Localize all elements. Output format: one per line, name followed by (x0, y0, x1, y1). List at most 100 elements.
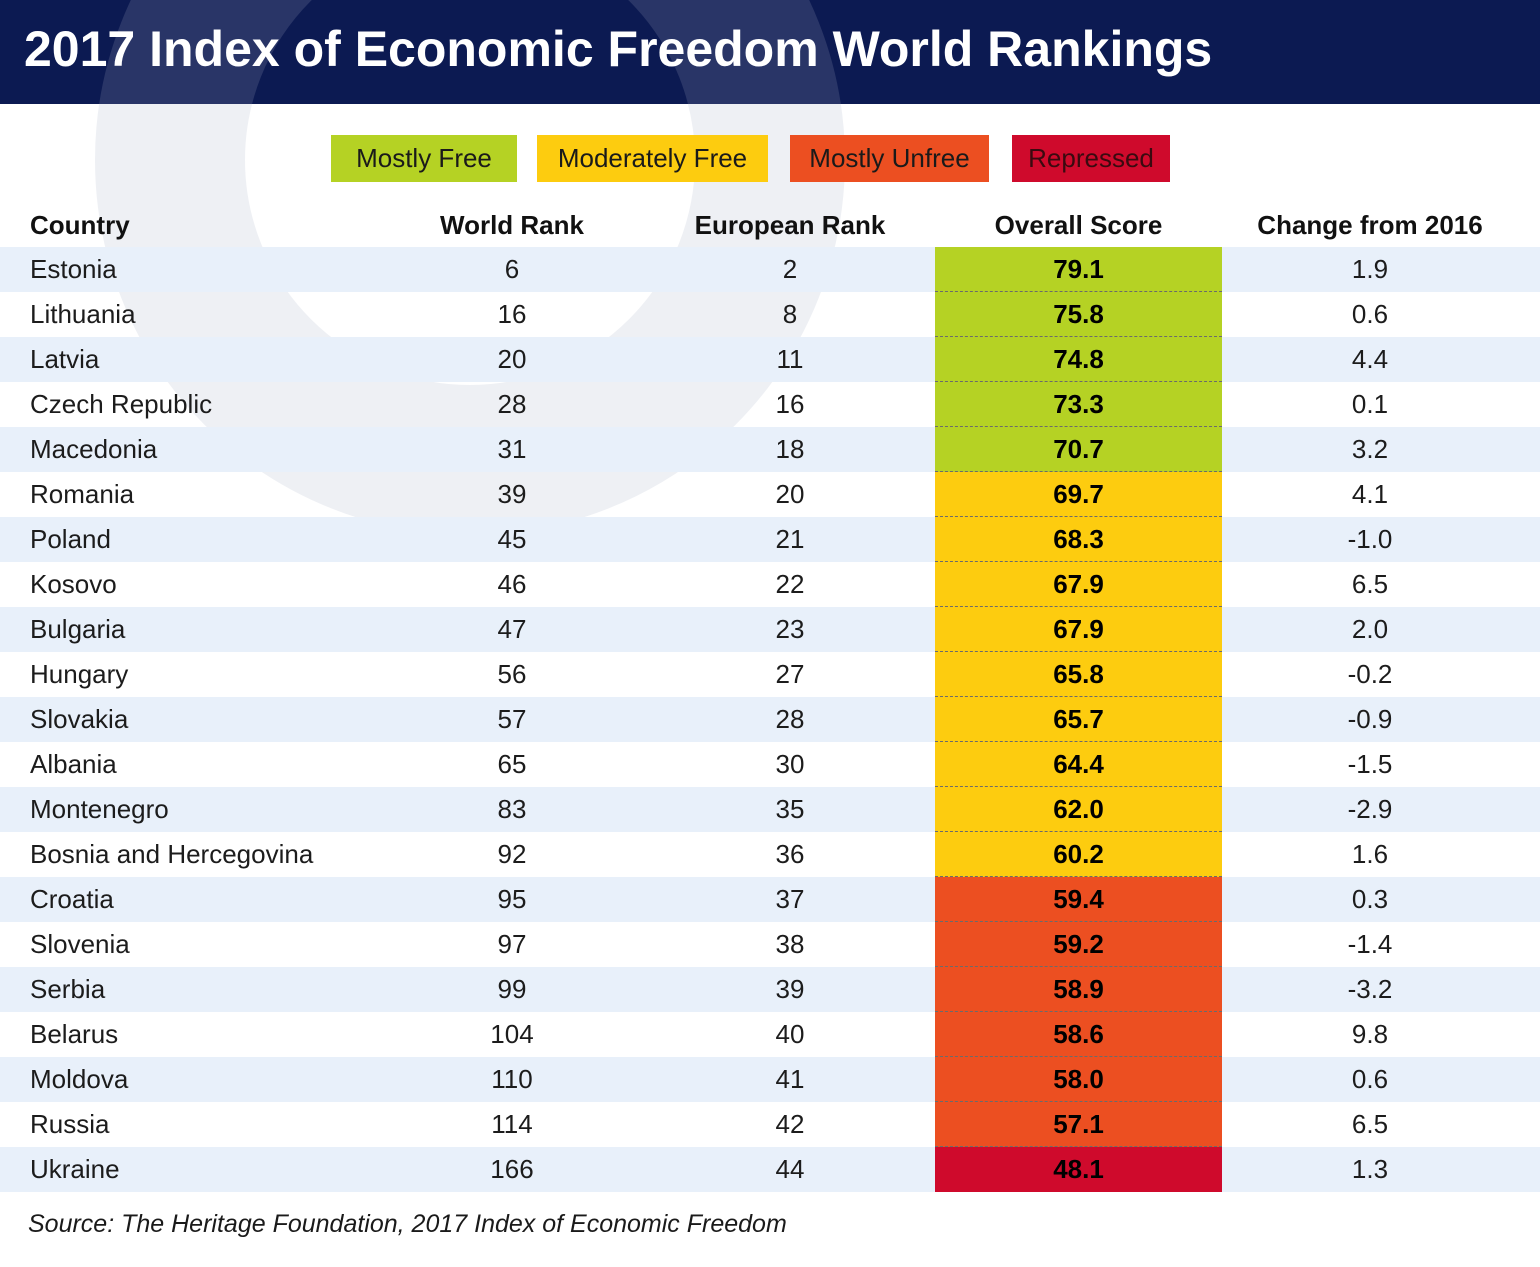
change-cell: -3.2 (1347, 974, 1393, 1004)
european-rank-cell: 36 (775, 839, 805, 869)
table-row: Romania 39 20 69.7 4.1 (0, 472, 1540, 517)
country-cell: Bulgaria (30, 614, 126, 644)
overall-score-cell: 69.7 (935, 472, 1222, 517)
overall-score-cell: 79.1 (935, 247, 1222, 292)
country-cell: Moldova (30, 1064, 129, 1094)
world-rank-cell: 39 (497, 479, 527, 509)
change-cell: 6.5 (1351, 1109, 1389, 1139)
world-rank-cell: 92 (497, 839, 527, 869)
page-title: 2017 Index of Economic Freedom World Ran… (24, 21, 1213, 77)
rankings-table: Country World Rank European Rank Overall… (0, 200, 1540, 1192)
change-cell: 2.0 (1351, 614, 1389, 644)
change-cell: -0.2 (1347, 659, 1393, 689)
european-rank-cell: 18 (775, 434, 805, 464)
change-cell: -0.9 (1347, 704, 1393, 734)
world-rank-cell: 65 (497, 749, 527, 779)
table-row: Czech Republic 28 16 73.3 0.1 (0, 382, 1540, 427)
country-cell: Serbia (30, 974, 106, 1004)
european-rank-cell: 11 (776, 344, 804, 374)
overall-score-cell: 58.6 (935, 1012, 1222, 1057)
header-change: Change from 2016 (1257, 210, 1483, 240)
overall-score-cell: 75.8 (935, 292, 1222, 337)
change-cell: -1.0 (1347, 524, 1393, 554)
overall-score-cell: 48.1 (935, 1147, 1222, 1192)
world-rank-cell: 56 (497, 659, 527, 689)
legend-mostly-unfree: Mostly Unfree (790, 135, 989, 182)
overall-score-cell: 67.9 (935, 562, 1222, 607)
title-banner: 2017 Index of Economic Freedom World Ran… (0, 0, 1540, 104)
country-cell: Montenegro (30, 794, 169, 824)
change-cell: -2.9 (1347, 794, 1393, 824)
country-cell: Croatia (30, 884, 114, 914)
change-cell: 4.1 (1351, 479, 1389, 509)
table-row: Slovakia 57 28 65.7 -0.9 (0, 697, 1540, 742)
country-cell: Romania (30, 479, 135, 509)
country-cell: Estonia (30, 254, 117, 284)
world-rank-cell: 104 (490, 1019, 534, 1049)
overall-score-cell: 59.2 (935, 922, 1222, 967)
table-row: Kosovo 46 22 67.9 6.5 (0, 562, 1540, 607)
overall-score-cell: 57.1 (935, 1102, 1222, 1147)
table-row: Latvia 20 11 74.8 4.4 (0, 337, 1540, 382)
change-cell: 1.9 (1351, 254, 1389, 284)
european-rank-cell: 39 (775, 974, 805, 1004)
european-rank-cell: 30 (775, 749, 805, 779)
change-cell: 0.6 (1351, 1064, 1389, 1094)
overall-score-cell: 64.4 (935, 742, 1222, 787)
european-rank-cell: 28 (775, 704, 805, 734)
table-row: Poland 45 21 68.3 -1.0 (0, 517, 1540, 562)
european-rank-cell: 41 (775, 1064, 805, 1094)
overall-score-cell: 60.2 (935, 832, 1222, 877)
overall-score-cell: 68.3 (935, 517, 1222, 562)
table-body: Estonia 6 2 79.1 1.9 Lithuania 16 8 75.8 0.6 Latvi… (0, 247, 1540, 1192)
european-rank-cell: 27 (775, 659, 805, 689)
country-cell: Hungary (30, 659, 129, 689)
table-row: Serbia 99 39 58.9 -3.2 (0, 967, 1540, 1012)
change-cell: 0.1 (1351, 389, 1389, 419)
world-rank-cell: 97 (497, 929, 527, 959)
table-row: Belarus 104 40 58.6 9.8 (0, 1012, 1540, 1057)
european-rank-cell: 42 (775, 1109, 805, 1139)
overall-score-cell: 62.0 (935, 787, 1222, 832)
header-overall-score: Overall Score (994, 210, 1163, 240)
country-cell: Russia (30, 1109, 110, 1139)
table-row: Macedonia 31 18 70.7 3.2 (0, 427, 1540, 472)
table-row: Bulgaria 47 23 67.9 2.0 (0, 607, 1540, 652)
change-cell: 0.3 (1351, 884, 1389, 914)
world-rank-cell: 16 (497, 299, 527, 329)
source-note: Source: The Heritage Foundation, 2017 In… (28, 1210, 787, 1238)
world-rank-cell: 20 (497, 344, 527, 374)
overall-score-cell: 74.8 (935, 337, 1222, 382)
overall-score-cell: 65.7 (935, 697, 1222, 742)
table-row: Montenegro 83 35 62.0 -2.9 (0, 787, 1540, 832)
table-row: Croatia 95 37 59.4 0.3 (0, 877, 1540, 922)
country-cell: Bosnia and Hercegovina (30, 839, 314, 869)
change-cell: -1.4 (1347, 929, 1393, 959)
world-rank-cell: 31 (497, 434, 527, 464)
country-cell: Macedonia (30, 434, 158, 464)
country-cell: Slovakia (30, 704, 129, 734)
change-cell: -1.5 (1347, 749, 1393, 779)
table-row: Bosnia and Hercegovina 92 36 60.2 1.6 (0, 832, 1540, 877)
world-rank-cell: 6 (504, 254, 520, 284)
table-row: Russia 114 42 57.1 6.5 (0, 1102, 1540, 1147)
overall-score-cell: 58.9 (935, 967, 1222, 1012)
european-rank-cell: 38 (775, 929, 805, 959)
country-cell: Czech Republic (30, 389, 213, 419)
european-rank-cell: 8 (782, 299, 798, 329)
world-rank-cell: 47 (497, 614, 527, 644)
table-header: Country World Rank European Rank Overall… (0, 200, 1540, 247)
world-rank-cell: 166 (490, 1154, 534, 1184)
country-cell: Ukraine (30, 1154, 120, 1184)
world-rank-cell: 83 (497, 794, 527, 824)
country-cell: Lithuania (30, 299, 136, 329)
country-cell: Latvia (30, 344, 100, 374)
world-rank-cell: 95 (497, 884, 527, 914)
legend-repressed: Repressed (1012, 135, 1170, 182)
header-country: Country (30, 210, 130, 240)
country-cell: Albania (30, 749, 117, 779)
table-row: Lithuania 16 8 75.8 0.6 (0, 292, 1540, 337)
european-rank-cell: 37 (775, 884, 805, 914)
country-cell: Kosovo (30, 569, 117, 599)
european-rank-cell: 20 (775, 479, 805, 509)
